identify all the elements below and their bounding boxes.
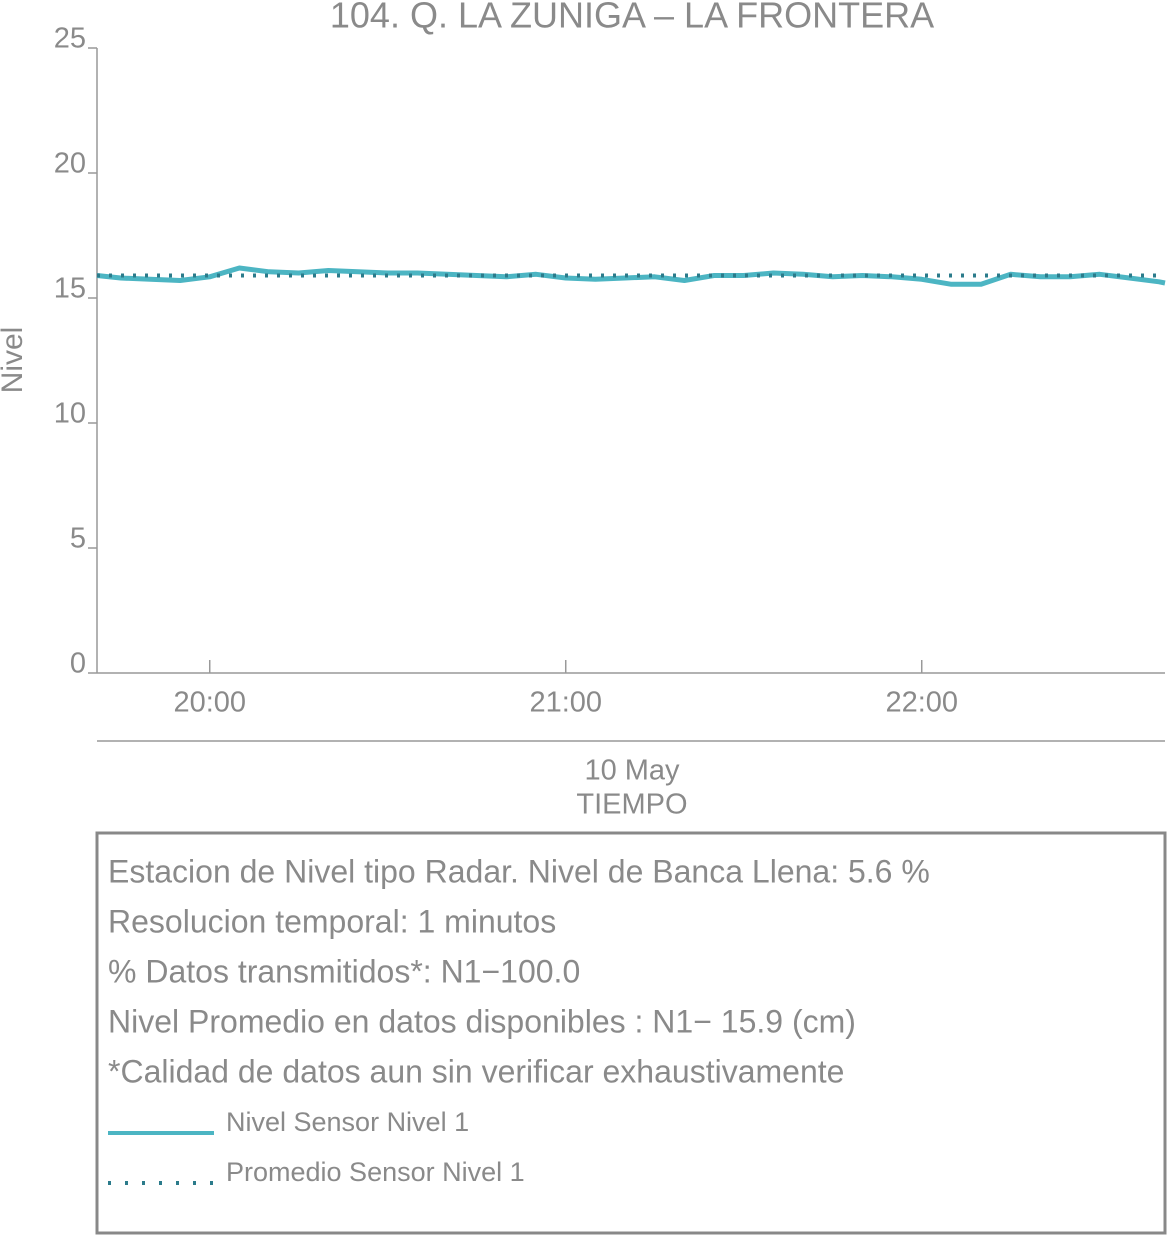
y-tick-label: 15 <box>54 273 86 305</box>
y-tick-label: 20 <box>54 148 86 180</box>
x-axis-label: TIEMPO <box>576 789 687 821</box>
x-sublabel: 10 May <box>584 755 680 787</box>
chart-title: 104. Q. LA ZUNIGA – LA FRONTERA <box>330 0 934 36</box>
y-tick-label: 10 <box>54 398 86 430</box>
y-tick-label: 5 <box>70 523 86 555</box>
legend-label: Promedio Sensor Nivel 1 <box>226 1157 525 1187</box>
info-box <box>95 831 1167 1235</box>
y-tick-label: 25 <box>54 23 86 55</box>
x-tick-label: 21:00 <box>529 687 602 719</box>
info-line: Resolucion temporal: 1 minutos <box>108 903 556 939</box>
x-tick-label: 22:00 <box>885 687 958 719</box>
info-line: Estacion de Nivel tipo Radar. Nivel de B… <box>108 853 930 889</box>
y-tick-label: 0 <box>70 648 86 680</box>
data-line <box>96 265 1166 287</box>
x-tick-label: 20:00 <box>173 687 246 719</box>
info-line: *Calidad de datos aun sin verificar exha… <box>108 1053 844 1089</box>
info-line: % Datos transmitidos*: N1−100.0 <box>108 953 580 989</box>
legend-label: Nivel Sensor Nivel 1 <box>226 1107 469 1137</box>
y-axis-label: Nivel <box>0 327 29 394</box>
info-line: Nivel Promedio en datos disponibles : N1… <box>108 1003 856 1039</box>
